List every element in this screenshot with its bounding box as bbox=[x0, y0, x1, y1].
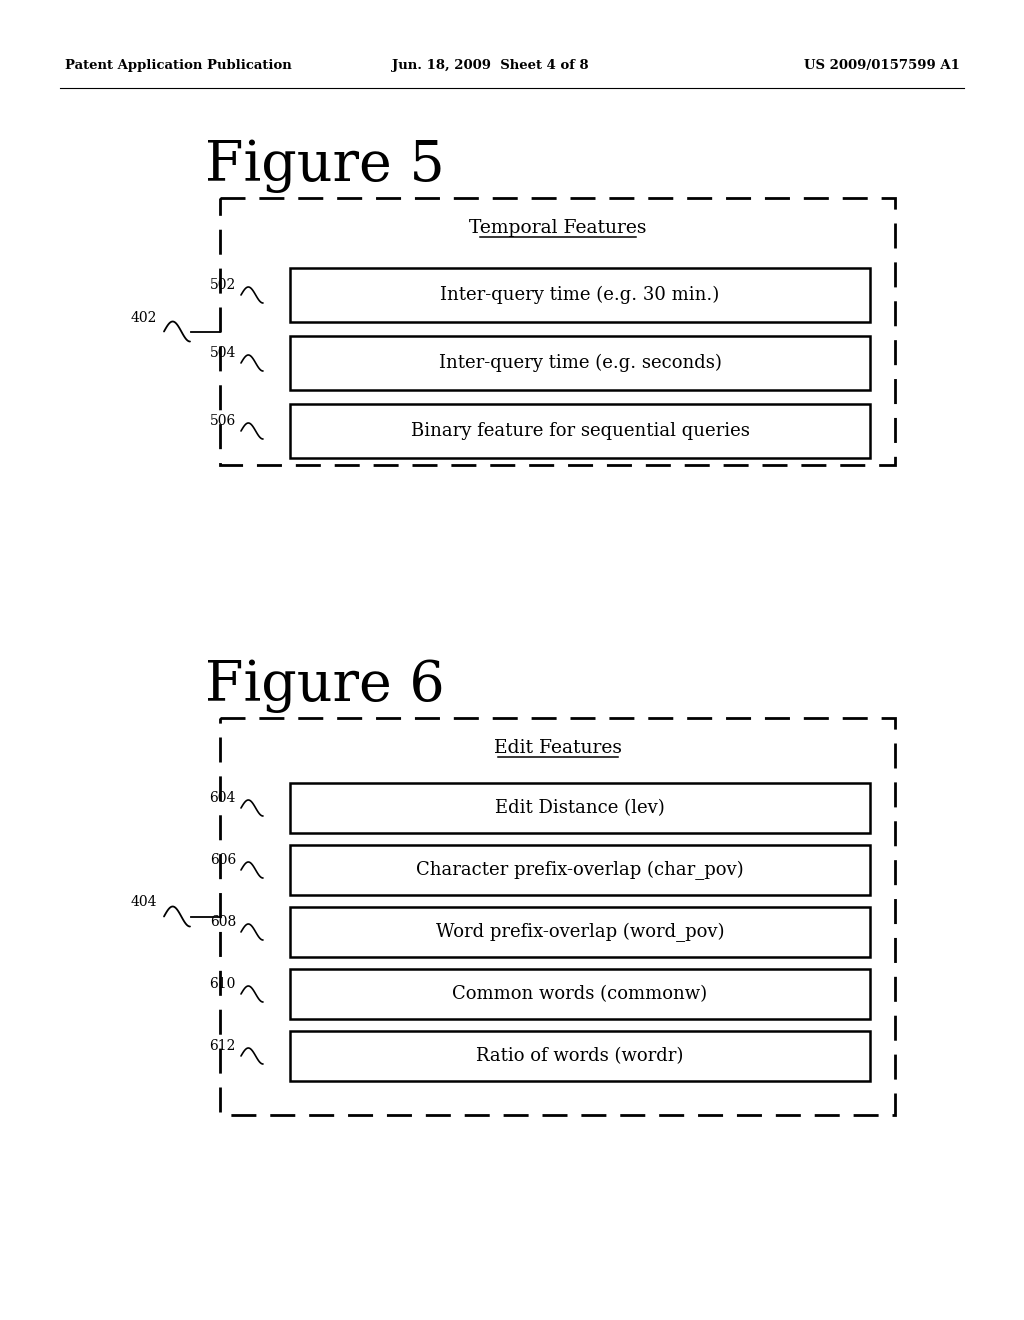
Text: Patent Application Publication: Patent Application Publication bbox=[65, 58, 292, 71]
Text: Inter-query time (e.g. 30 min.): Inter-query time (e.g. 30 min.) bbox=[440, 286, 720, 304]
Bar bbox=[220, 718, 895, 1115]
Bar bbox=[290, 907, 870, 957]
Bar bbox=[290, 969, 870, 1019]
Text: Figure 5: Figure 5 bbox=[205, 139, 444, 193]
Text: 608: 608 bbox=[210, 915, 236, 929]
Text: Common words (commonw): Common words (commonw) bbox=[453, 985, 708, 1003]
Bar bbox=[290, 404, 870, 458]
Text: Edit Features: Edit Features bbox=[494, 739, 622, 756]
Text: 504: 504 bbox=[210, 346, 236, 360]
Text: Binary feature for sequential queries: Binary feature for sequential queries bbox=[411, 422, 750, 440]
Text: Inter-query time (e.g. seconds): Inter-query time (e.g. seconds) bbox=[438, 354, 722, 372]
Text: 604: 604 bbox=[210, 791, 236, 805]
Text: Jun. 18, 2009  Sheet 4 of 8: Jun. 18, 2009 Sheet 4 of 8 bbox=[392, 58, 589, 71]
Text: Character prefix-overlap (char_pov): Character prefix-overlap (char_pov) bbox=[416, 861, 743, 879]
Text: 612: 612 bbox=[210, 1039, 236, 1053]
Text: 610: 610 bbox=[210, 977, 236, 991]
Text: 506: 506 bbox=[210, 414, 236, 428]
Bar bbox=[290, 268, 870, 322]
Text: Edit Distance (lev): Edit Distance (lev) bbox=[496, 799, 665, 817]
Text: 402: 402 bbox=[131, 310, 157, 325]
Text: 404: 404 bbox=[130, 895, 157, 909]
Bar bbox=[290, 337, 870, 389]
Bar bbox=[220, 198, 895, 465]
Text: 606: 606 bbox=[210, 853, 236, 867]
Text: US 2009/0157599 A1: US 2009/0157599 A1 bbox=[804, 58, 961, 71]
Text: Figure 6: Figure 6 bbox=[205, 657, 444, 713]
Bar bbox=[290, 845, 870, 895]
Bar bbox=[290, 783, 870, 833]
Text: Ratio of words (wordr): Ratio of words (wordr) bbox=[476, 1047, 684, 1065]
Bar bbox=[290, 1031, 870, 1081]
Text: Word prefix-overlap (word_pov): Word prefix-overlap (word_pov) bbox=[436, 923, 724, 941]
Text: 502: 502 bbox=[210, 279, 236, 292]
Text: Temporal Features: Temporal Features bbox=[469, 219, 646, 238]
